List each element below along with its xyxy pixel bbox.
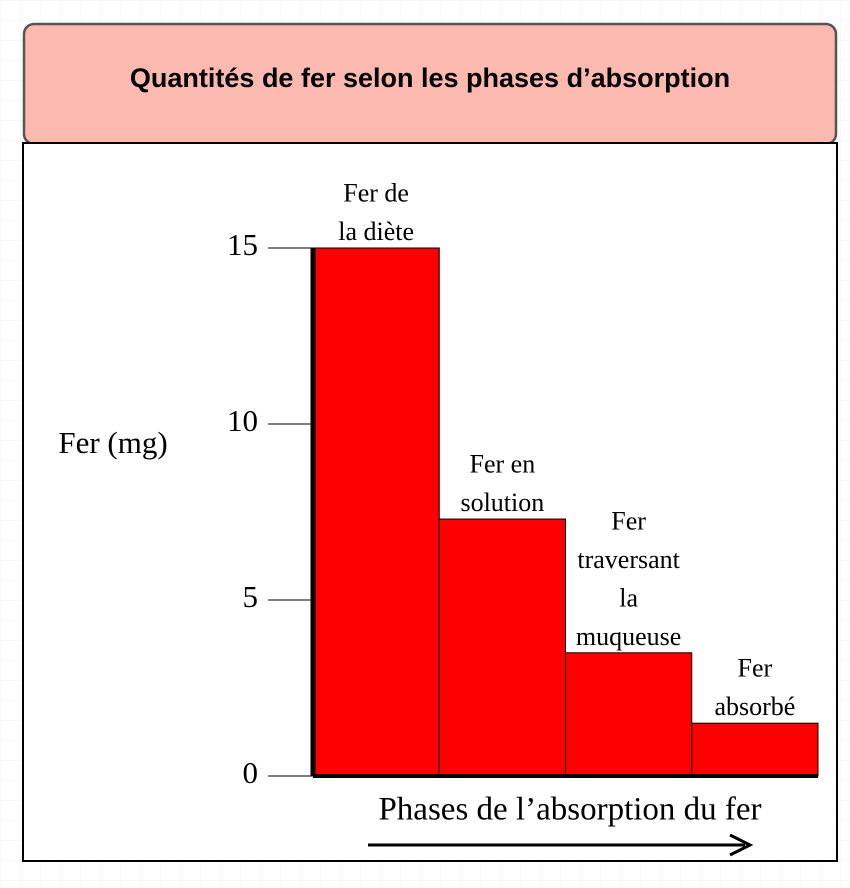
- y-tick-label: 10: [227, 403, 258, 438]
- plot: 0 5 10 15 Fer de la diète Fer en solution Fer tra…: [227, 178, 819, 790]
- bar-category-label: solution: [460, 488, 544, 517]
- y-tick-label: 5: [243, 579, 259, 614]
- bar: [565, 652, 693, 777]
- bar-category-label: muqueuse: [576, 622, 681, 651]
- bar-category-label: la diète: [338, 217, 414, 246]
- y-tick-label: 0: [243, 755, 259, 790]
- arrow-head: [729, 833, 754, 857]
- bar-category-label: absorbé: [714, 692, 795, 721]
- bar-category-label: Fer: [738, 654, 773, 683]
- bar: [691, 722, 819, 777]
- bar-category-label: traversant: [577, 545, 680, 574]
- bar-category-label: la: [619, 583, 638, 612]
- bar-category-label: Fer en: [470, 450, 536, 479]
- bar-category-label: Fer de: [343, 178, 409, 207]
- y-axis-label: Fer (mg): [58, 425, 167, 460]
- x-axis-label: Phases de l’absorption du fer: [378, 792, 761, 828]
- y-tick-label: 15: [227, 227, 258, 262]
- bar: [312, 247, 440, 777]
- bar-category-label: Fer: [611, 506, 646, 535]
- chart-title: Quantités de fer selon les phases d’abso…: [130, 63, 730, 93]
- bar: [438, 518, 566, 777]
